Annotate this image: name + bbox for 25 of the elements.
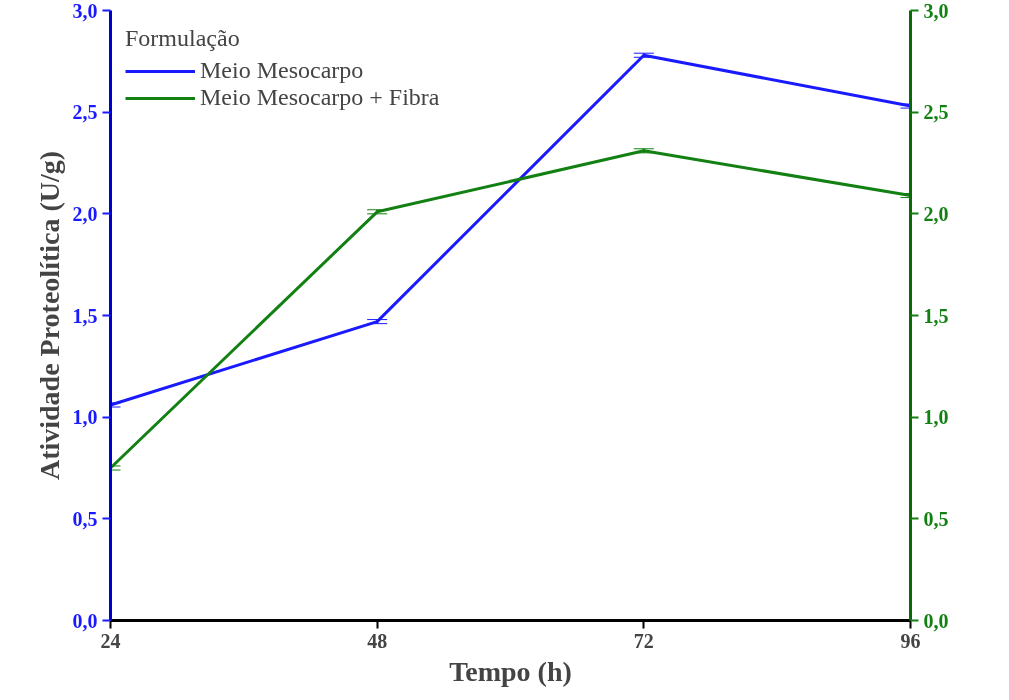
y2-tick-label: 2,0 [923,202,949,225]
x-tick-label: 24 [100,629,121,652]
x-axis-title: Tempo (h) [449,655,572,687]
y-axis-title: Atividade Proteolítica (U/g) [33,150,65,481]
y2-tick-label: 1,5 [923,304,949,327]
y-tick-label: 0,0 [72,609,98,632]
y2-tick-label: 0,0 [923,609,949,632]
line-series [110,53,911,407]
legend-label: Meio Mesocarpo + Fibra [200,84,440,111]
x-tick-label: 72 [633,629,654,652]
y-tick-label: 1,0 [72,406,98,429]
y-tick-label: 2,5 [72,101,98,124]
line-series [110,149,911,470]
x-tick-label: 96 [900,629,921,652]
y2-tick-label: 0,5 [923,507,949,530]
y2-tick-label: 3,0 [923,0,949,22]
y-tick-label: 2,0 [72,202,98,225]
y2-tick-label: 2,5 [923,101,949,124]
legend-title: Formulação [125,25,241,52]
y-tick-label: 3,0 [72,0,98,22]
y-tick-label: 0,5 [72,507,98,530]
legend-label: Meio Mesocarpo [200,57,364,84]
y-tick-label: 1,5 [72,304,98,327]
y2-tick-label: 1,0 [923,406,949,429]
x-tick-label: 48 [367,629,388,652]
